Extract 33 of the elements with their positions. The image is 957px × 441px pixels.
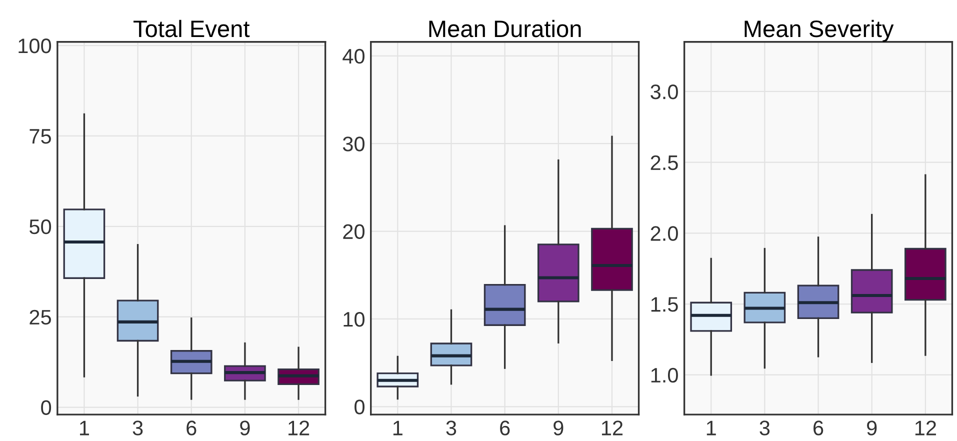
x-tick-label: 9: [554, 420, 564, 436]
x-tick-label: 12: [915, 420, 936, 436]
y-tick-label: 1.5: [651, 297, 678, 312]
y-tick-label: 0: [41, 400, 52, 416]
x-tick-label: 6: [500, 420, 510, 436]
chart-title: Total Event: [134, 20, 250, 38]
x-tick-label: 6: [814, 420, 824, 436]
x-tick-label: 3: [132, 420, 143, 436]
chart-title: Mean Severity: [744, 20, 894, 42]
y-tick-label: 50: [30, 219, 52, 234]
y-tick-label: 75: [30, 129, 51, 144]
x-tick-label: 9: [240, 420, 250, 436]
x-tick-label: 12: [602, 420, 623, 436]
y-tick-label: 10: [344, 312, 364, 327]
x-tick-label: 1: [706, 420, 716, 436]
y-tick-label: 25: [30, 310, 51, 325]
x-tick-label: 9: [867, 420, 877, 436]
x-tick-label: 1: [80, 420, 89, 436]
y-tick-label: 1.0: [651, 368, 678, 383]
y-tick-label: 20: [343, 224, 364, 240]
y-tick-label: 100: [18, 38, 52, 54]
x-tick-label: 1: [393, 420, 402, 436]
x-tick-label: 12: [288, 420, 310, 436]
y-tick-label: 2.5: [650, 155, 678, 170]
y-tick-label: 40: [342, 48, 364, 64]
chart-title: Mean Duration: [429, 20, 581, 38]
y-tick-label: 30: [342, 136, 364, 152]
y-tick-label: 0: [354, 400, 364, 414]
y-tick-label: 3.0: [650, 84, 678, 100]
x-tick-label: 3: [760, 420, 770, 436]
x-tick-label: 6: [186, 420, 196, 436]
x-tick-label: 3: [446, 420, 456, 436]
y-tick-label: 2.0: [650, 226, 678, 241]
